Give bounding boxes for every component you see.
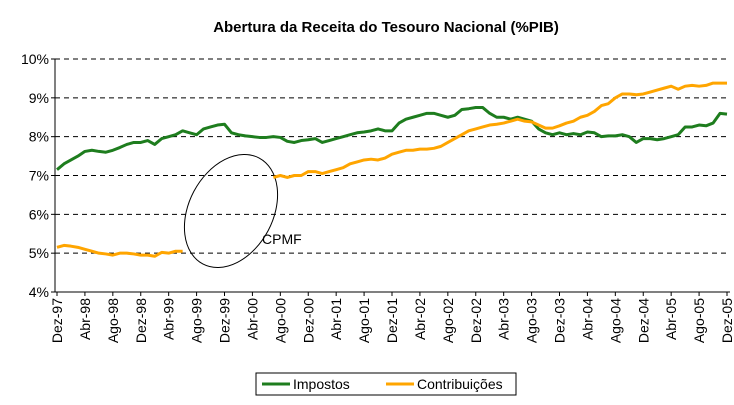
x-tick-label: Dez-05 — [719, 298, 734, 343]
y-tick-label: 8% — [29, 129, 49, 145]
x-tick-label: Dez-03 — [552, 298, 568, 343]
x-tick-label: Dez-98 — [133, 298, 149, 343]
x-tick-label: Ago-05 — [691, 298, 707, 343]
x-tick-label: Dez-99 — [217, 298, 233, 343]
x-tick-label: Ago-02 — [440, 298, 456, 343]
x-tick-label: Ago-03 — [524, 298, 540, 343]
legend-label: Contribuições — [417, 376, 503, 392]
x-tick-label: Dez-01 — [384, 298, 400, 343]
annotation: CPMF — [262, 231, 302, 247]
x-tick-label: Dez-00 — [300, 298, 316, 343]
x-tick-label: Abr-05 — [663, 298, 679, 340]
legend-label: Impostos — [293, 376, 350, 392]
y-tick-label: 9% — [29, 90, 49, 106]
series-line — [272, 81, 727, 179]
x-tick-label: Abr-04 — [579, 298, 595, 340]
x-tick-label: Dez-97 — [49, 298, 65, 343]
cpmf-ellipse — [183, 153, 279, 269]
x-tick-label: Dez-02 — [468, 298, 484, 343]
y-tick-label: 6% — [29, 206, 49, 222]
x-tick-label: Abr-99 — [161, 298, 177, 340]
x-tick-label: Abr-03 — [496, 298, 512, 340]
x-tick-label: Ago-00 — [272, 298, 288, 343]
x-tick-label: Abr-01 — [328, 298, 344, 340]
y-tick-label: 7% — [29, 168, 49, 184]
x-tick-label: Abr-98 — [77, 298, 93, 340]
x-tick-label: Ago-04 — [607, 298, 623, 343]
x-tick-label: Dez-04 — [635, 298, 651, 343]
x-tick-label: Abr-02 — [412, 298, 428, 340]
x-tick-label: Abr-00 — [244, 298, 260, 340]
chart-title: Abertura da Receita do Tesouro Nacional … — [213, 19, 559, 36]
x-tick-label: Ago-01 — [356, 298, 372, 343]
y-tick-label: 10% — [21, 51, 49, 67]
x-tick-label: Ago-98 — [105, 298, 121, 343]
series-line — [56, 243, 183, 258]
y-tick-label: 4% — [29, 284, 49, 300]
series-line — [56, 106, 728, 171]
y-tick-label: 5% — [29, 245, 49, 261]
x-tick-label: Ago-99 — [189, 298, 205, 343]
